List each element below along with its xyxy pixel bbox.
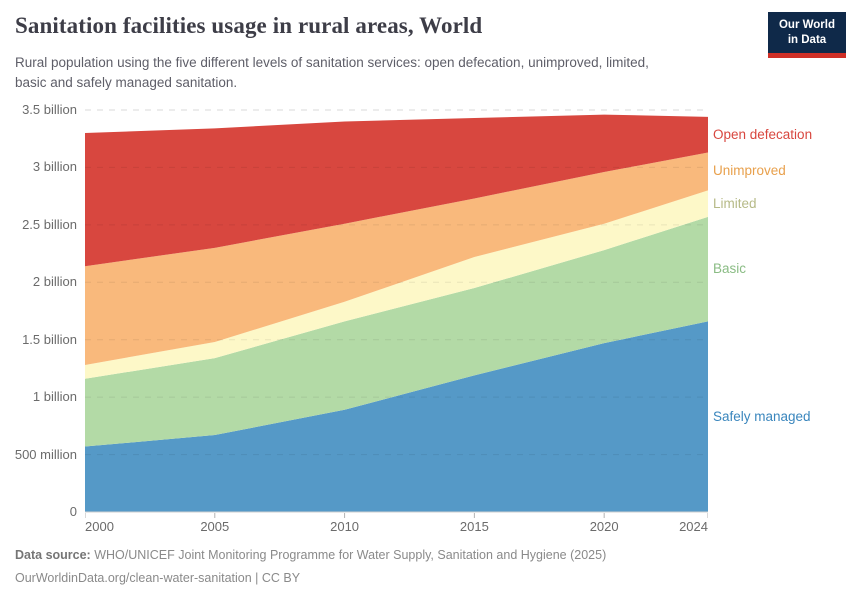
x-tick-label: 2005 [200, 519, 230, 534]
legend-label-safely-managed[interactable]: Safely managed [713, 408, 811, 424]
area-unimproved[interactable] [85, 152, 708, 365]
y-tick-label: 2.5 billion [22, 216, 77, 232]
x-tick-label: 2024 [679, 519, 708, 534]
y-tick-label: 3 billion [32, 159, 77, 175]
legend-label-basic[interactable]: Basic [713, 261, 747, 277]
data-source-label: Data source: [15, 548, 91, 562]
y-tick-label: 500 million [14, 446, 77, 462]
y-tick-label: 1.5 billion [22, 331, 77, 347]
x-tick-label: 2020 [589, 519, 619, 534]
owid-logo-line2: in Data [787, 33, 827, 46]
x-tick-label: 2010 [330, 519, 360, 534]
legend-label-open-defecation[interactable]: Open defecation [713, 126, 813, 142]
legend-label-limited[interactable]: Limited [713, 195, 757, 211]
chart-title: Sanitation facilities usage in rural are… [15, 13, 483, 38]
data-source-line: Data source: WHO/UNICEF Joint Monitoring… [15, 547, 606, 565]
y-tick-label: 3.5 billion [22, 102, 77, 117]
area-open-defecation[interactable] [85, 114, 708, 267]
area-basic[interactable] [85, 216, 708, 447]
license-line[interactable]: OurWorldinData.org/clean-water-sanitatio… [15, 571, 301, 585]
legend-label-unimproved[interactable]: Unimproved [713, 163, 786, 179]
stacked-area-plot[interactable] [85, 104, 708, 518]
owid-logo-line1: Our World [778, 19, 835, 31]
x-tick-label: 2015 [459, 519, 489, 534]
chart-subtitle: Rural population using the five differen… [15, 55, 649, 91]
y-tick-label: 0 [69, 504, 77, 519]
y-tick-label: 2 billion [32, 274, 77, 290]
data-source-text: WHO/UNICEF Joint Monitoring Programme fo… [94, 548, 607, 562]
x-tick-label: 2000 [85, 519, 114, 534]
owid-logo[interactable]: Our World in Data [768, 12, 846, 58]
y-tick-label: 1 billion [32, 389, 77, 405]
area-safely-managed[interactable] [85, 321, 708, 512]
area-limited[interactable] [85, 190, 708, 379]
